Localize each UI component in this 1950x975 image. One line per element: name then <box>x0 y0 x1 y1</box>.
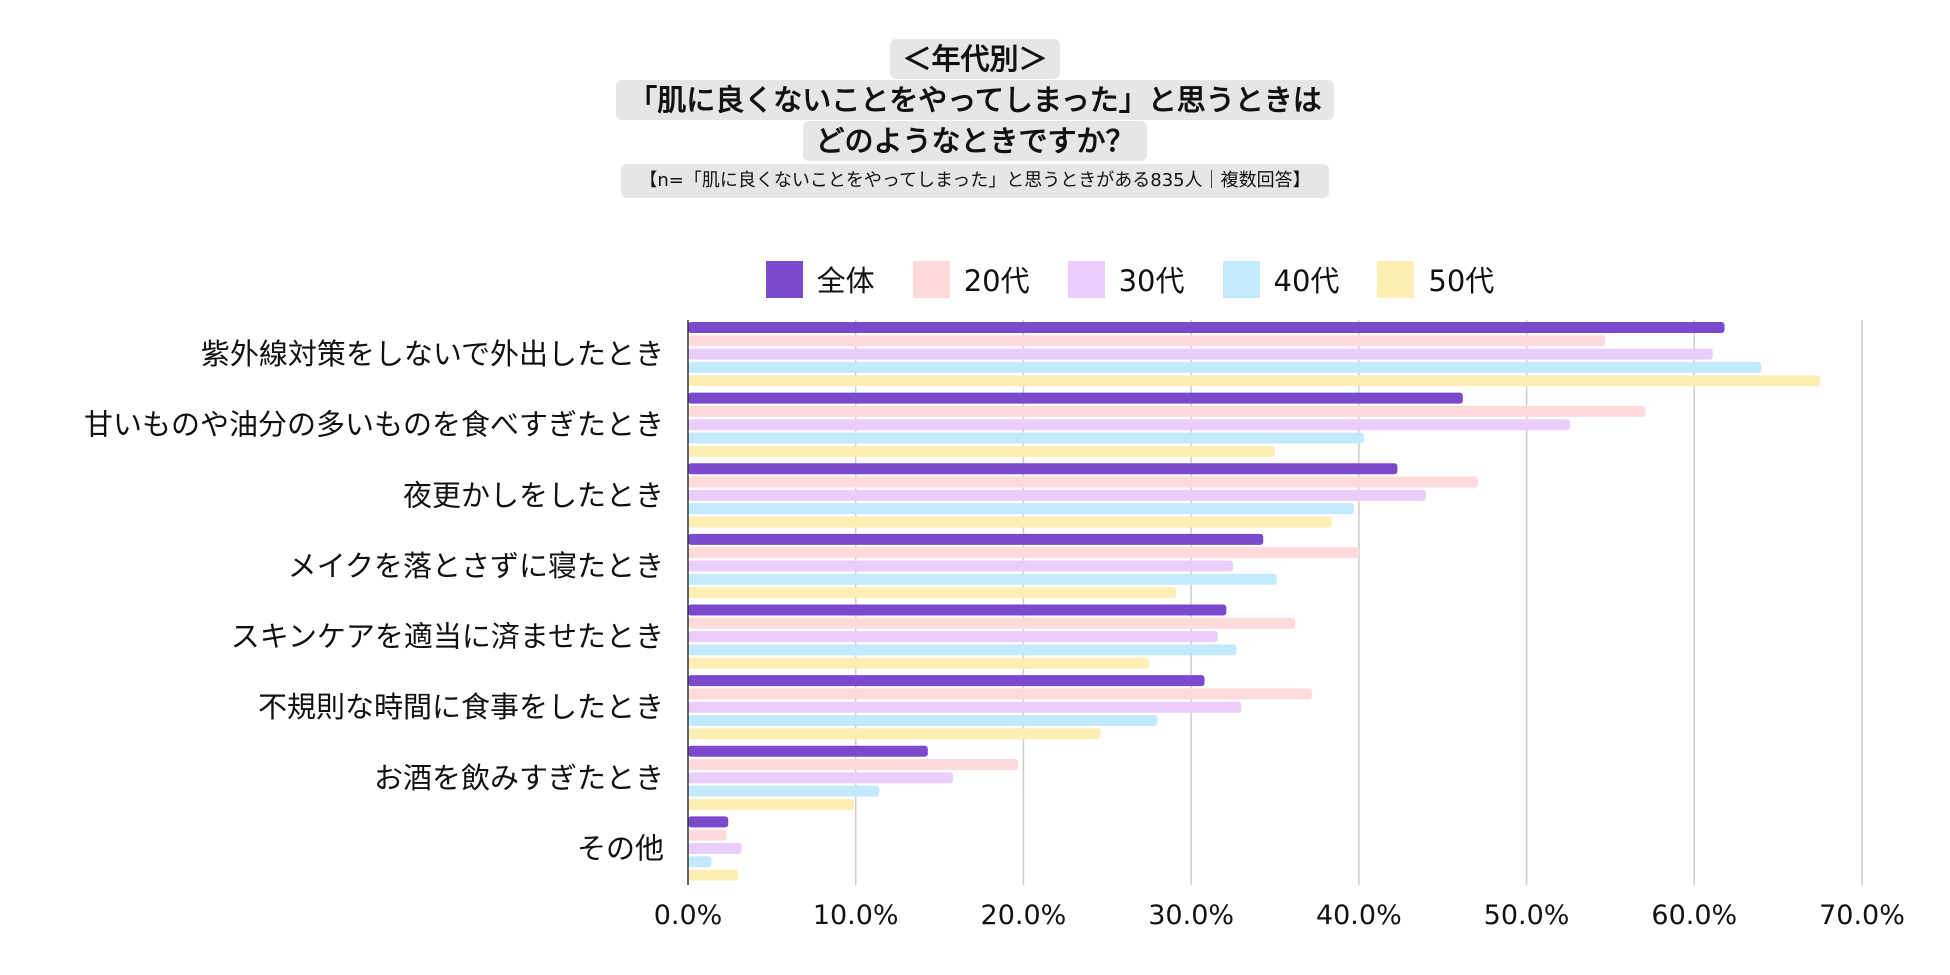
legend-label-50s: 50代 <box>1428 264 1495 298</box>
bar-3-4 <box>688 587 1177 599</box>
x-tick-label-6: 60.0% <box>1651 900 1737 931</box>
bar-2-1 <box>688 476 1478 488</box>
legend-label-30s: 30代 <box>1118 264 1185 298</box>
bar-0-4 <box>688 375 1821 387</box>
bar-3-1 <box>688 547 1359 559</box>
legend-item-50s: 50代 <box>1377 258 1494 300</box>
chart-title-line-3: どのようなときですか？ <box>803 121 1147 161</box>
bar-7-4 <box>688 869 739 881</box>
bar-2-3 <box>688 503 1354 515</box>
bar-1-2 <box>688 419 1571 431</box>
bar-6-3 <box>688 785 880 797</box>
bar-7-3 <box>688 856 712 868</box>
legend-item-40s: 40代 <box>1222 258 1340 300</box>
bar-1-0 <box>688 392 1463 404</box>
bar-4-2 <box>688 631 1218 643</box>
bar-3-3 <box>688 573 1277 585</box>
bar-2-2 <box>688 489 1426 501</box>
bar-5-4 <box>688 728 1101 740</box>
x-tick-label-5: 50.0% <box>1484 900 1570 931</box>
chart-subtitle: 【n=「肌に良くないことをやってしまった」と思うときがある835人｜複数回答】 <box>621 164 1329 198</box>
legend-item-20s: 20代 <box>912 258 1030 300</box>
legend-label-all: 全体 <box>816 264 875 298</box>
bar-0-1 <box>688 335 1606 347</box>
legend-item-30s: 30代 <box>1067 258 1185 300</box>
bar-5-0 <box>688 675 1205 687</box>
bar-4-3 <box>688 644 1237 656</box>
bar-6-1 <box>688 759 1019 771</box>
legend-swatch-all <box>765 260 803 298</box>
bar-1-3 <box>688 432 1364 444</box>
chart-header: ＜年代別＞ 「肌に良くないことをやってしまった」と思うときは どのようなときです… <box>0 38 1950 198</box>
x-tick-label-3: 30.0% <box>1148 900 1234 931</box>
category-label-1: 甘いものや油分の多いものを食べすぎたとき <box>84 408 664 442</box>
x-tick-label-1: 10.0% <box>813 900 899 931</box>
bar-6-2 <box>688 772 953 784</box>
bar-6-4 <box>688 798 855 810</box>
bar-7-2 <box>688 842 742 854</box>
bar-3-2 <box>688 560 1234 572</box>
bar-2-0 <box>688 463 1398 475</box>
category-label-5: 不規則な時間に食事をしたとき <box>258 690 664 724</box>
bar-4-4 <box>688 657 1150 669</box>
bar-1-4 <box>688 445 1275 457</box>
bar-0-2 <box>688 348 1713 360</box>
bar-5-3 <box>688 715 1158 727</box>
bar-4-0 <box>688 604 1227 616</box>
bar-0-0 <box>688 322 1725 333</box>
legend-swatch-30s <box>1067 260 1105 298</box>
chart-title-line-2: 「肌に良くないことをやってしまった」と思うときは <box>616 80 1334 120</box>
category-label-3: メイクを落とさずに寝たとき <box>288 549 664 583</box>
x-tick-label-2: 20.0% <box>981 900 1067 931</box>
bar-6-0 <box>688 745 928 757</box>
x-tick-label-7: 70.0% <box>1819 900 1905 931</box>
legend-swatch-50s <box>1377 260 1415 298</box>
legend-label-20s: 20代 <box>963 264 1030 298</box>
bar-0-3 <box>688 361 1762 373</box>
legend-swatch-40s <box>1222 260 1260 298</box>
bar-5-1 <box>688 688 1312 700</box>
category-label-6: お酒を飲みすぎたとき <box>374 761 664 795</box>
category-label-2: 夜更かしをしたとき <box>403 478 664 512</box>
category-label-7: その他 <box>577 831 664 865</box>
bar-4-1 <box>688 617 1296 629</box>
x-tick-label-4: 40.0% <box>1316 900 1402 931</box>
bar-5-2 <box>688 701 1242 713</box>
category-label-0: 紫外線対策をしないで外出したとき <box>201 337 664 371</box>
legend-item-all: 全体 <box>765 258 875 300</box>
chart-title: ＜年代別＞ <box>890 39 1060 79</box>
bar-7-0 <box>688 816 729 828</box>
x-tick-label-0: 0.0% <box>654 900 723 931</box>
legend-label-40s: 40代 <box>1273 264 1340 298</box>
chart-legend: 全体 20代 30代 40代 50代 <box>0 258 1950 300</box>
bar-7-1 <box>688 829 727 841</box>
bar-3-0 <box>688 533 1264 545</box>
category-label-4: スキンケアを適当に済ませたとき <box>231 620 664 654</box>
legend-swatch-20s <box>912 260 950 298</box>
bar-2-4 <box>688 516 1333 528</box>
bar-1-1 <box>688 405 1646 417</box>
